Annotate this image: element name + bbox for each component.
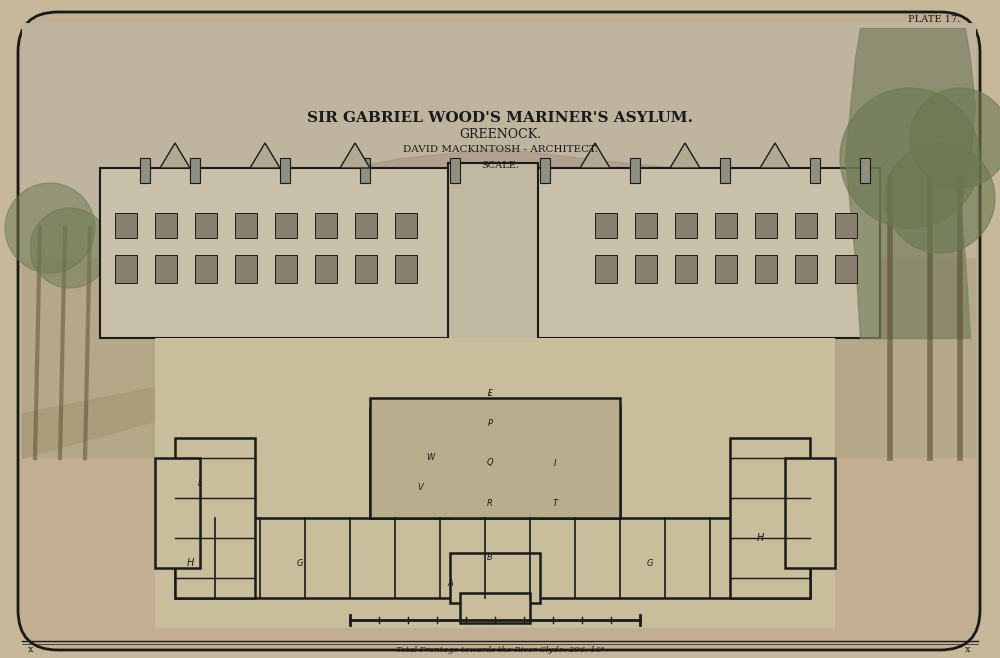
- Text: x: x: [28, 645, 34, 655]
- Bar: [370, 408, 450, 518]
- Bar: [235, 213, 257, 238]
- Bar: [175, 438, 255, 598]
- Polygon shape: [5, 183, 95, 273]
- Bar: [460, 593, 530, 623]
- Text: x: x: [964, 645, 970, 655]
- Polygon shape: [486, 458, 504, 568]
- Bar: [720, 158, 730, 183]
- Text: B: B: [487, 553, 493, 563]
- Bar: [395, 213, 417, 238]
- Bar: [448, 163, 538, 378]
- Bar: [795, 213, 817, 238]
- Bar: [450, 553, 540, 603]
- Bar: [785, 458, 835, 568]
- Text: R: R: [487, 499, 493, 507]
- Bar: [140, 158, 150, 183]
- Text: SIR GABRIEL WOOD'S MARINER'S ASYLUM.: SIR GABRIEL WOOD'S MARINER'S ASYLUM.: [307, 111, 693, 125]
- Bar: [190, 158, 200, 183]
- Text: G: G: [647, 559, 653, 567]
- Bar: [370, 398, 620, 518]
- Bar: [635, 255, 657, 283]
- Text: L: L: [488, 388, 492, 397]
- Text: H: H: [186, 558, 194, 568]
- Text: V: V: [417, 484, 423, 492]
- Bar: [235, 255, 257, 283]
- Bar: [860, 158, 870, 183]
- Bar: [155, 338, 835, 628]
- Text: SCALE.: SCALE.: [481, 161, 519, 170]
- Polygon shape: [840, 88, 980, 228]
- Text: I: I: [554, 459, 556, 467]
- Bar: [730, 438, 810, 598]
- Text: L: L: [198, 478, 202, 488]
- Polygon shape: [208, 380, 220, 403]
- Polygon shape: [910, 88, 1000, 188]
- Bar: [755, 213, 777, 238]
- Polygon shape: [760, 143, 790, 168]
- Bar: [595, 213, 617, 238]
- Bar: [195, 255, 217, 283]
- Polygon shape: [30, 208, 110, 288]
- Bar: [540, 158, 550, 183]
- Polygon shape: [160, 143, 190, 168]
- Bar: [675, 213, 697, 238]
- Polygon shape: [482, 408, 506, 458]
- Polygon shape: [670, 143, 700, 168]
- Bar: [280, 158, 290, 183]
- Bar: [22, 23, 976, 318]
- Text: Total Frontage towards the River Clyde. 296. 10": Total Frontage towards the River Clyde. …: [396, 646, 604, 654]
- Bar: [395, 255, 417, 283]
- Text: P: P: [488, 418, 492, 428]
- Bar: [195, 213, 217, 238]
- Bar: [115, 255, 137, 283]
- Bar: [360, 158, 370, 183]
- Polygon shape: [250, 143, 280, 168]
- Bar: [355, 213, 377, 238]
- Bar: [355, 255, 377, 283]
- Text: F: F: [488, 388, 492, 397]
- Bar: [460, 358, 528, 408]
- Bar: [715, 213, 737, 238]
- Bar: [835, 255, 857, 283]
- Bar: [115, 213, 137, 238]
- Polygon shape: [580, 143, 610, 168]
- Bar: [22, 258, 976, 458]
- Bar: [155, 213, 177, 238]
- Text: T: T: [552, 499, 558, 507]
- Polygon shape: [340, 143, 370, 168]
- Text: A: A: [447, 578, 453, 588]
- Bar: [595, 255, 617, 283]
- Polygon shape: [885, 143, 995, 253]
- Bar: [175, 518, 810, 598]
- Text: PLATE 17.: PLATE 17.: [908, 15, 960, 24]
- Bar: [675, 255, 697, 283]
- Bar: [755, 255, 777, 283]
- Text: Q: Q: [487, 459, 493, 467]
- Bar: [100, 168, 880, 338]
- Bar: [155, 255, 177, 283]
- Bar: [635, 213, 657, 238]
- Text: G: G: [297, 559, 303, 567]
- FancyBboxPatch shape: [18, 12, 980, 650]
- Bar: [540, 408, 620, 518]
- Polygon shape: [192, 383, 208, 403]
- Bar: [835, 213, 857, 238]
- Bar: [810, 158, 820, 183]
- Bar: [315, 213, 337, 238]
- Text: GREENOCK.: GREENOCK.: [459, 128, 541, 141]
- Text: W: W: [426, 453, 434, 463]
- Bar: [275, 255, 297, 283]
- Bar: [315, 255, 337, 283]
- Text: H: H: [756, 533, 764, 543]
- Bar: [275, 213, 297, 238]
- Bar: [795, 255, 817, 283]
- Bar: [715, 255, 737, 283]
- Bar: [450, 158, 460, 183]
- Bar: [630, 158, 640, 183]
- Bar: [155, 458, 200, 568]
- Text: DAVID MACKINTOSH - ARCHITECT.: DAVID MACKINTOSH - ARCHITECT.: [403, 145, 597, 155]
